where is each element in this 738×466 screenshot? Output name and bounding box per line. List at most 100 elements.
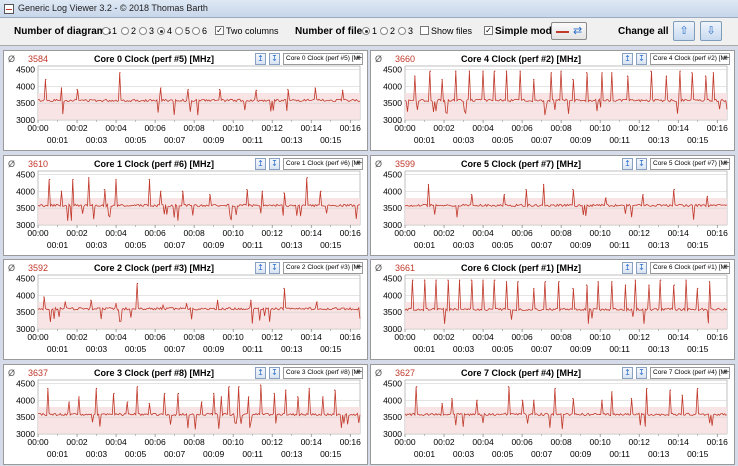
panel-move-up-button[interactable]: ↥	[622, 157, 633, 170]
spike-point	[334, 389, 336, 391]
x-tick-label: 00:02	[433, 332, 455, 342]
spike-point	[494, 279, 496, 281]
panel-move-up-button[interactable]: ↥	[622, 366, 633, 379]
spike-point	[435, 279, 437, 281]
y-tick-label: 4000	[383, 395, 402, 405]
panel-move-up-button[interactable]: ↥	[255, 53, 266, 65]
spike-point	[60, 87, 63, 89]
panel-move-up-button[interactable]: ↥	[255, 366, 266, 379]
sensor-select[interactable]: Core 3 Clock (perf #8) [MHz] ▼	[283, 366, 363, 379]
spike-point	[611, 281, 613, 283]
radio-diagrams-5[interactable]	[175, 27, 183, 35]
radio-diagrams-3[interactable]	[139, 27, 147, 35]
spike-point	[259, 383, 262, 386]
radio-diagrams-4[interactable]	[157, 27, 165, 35]
y-tick-label: 3000	[16, 429, 35, 439]
spike-point	[316, 301, 318, 303]
panel-move-down-button[interactable]: ↧	[269, 53, 280, 65]
sensor-select[interactable]: Core 2 Clock (perf #3) [MHz] ▼	[283, 262, 363, 274]
sensor-select[interactable]: Core 4 Clock (perf #2) [MHz] ▼	[650, 53, 730, 65]
x-minor-tick-label: 00:03	[86, 135, 108, 145]
x-minor-tick-label: 00:11	[242, 135, 263, 145]
spike-point	[560, 70, 562, 72]
simple-mode-label: Simple mode	[495, 26, 558, 37]
x-minor-tick-label: 00:01	[414, 135, 436, 145]
panel-move-down-button[interactable]: ↧	[636, 262, 647, 274]
diagram-panel: Ø 3661 Core 6 Clock (perf #1) [MHz] ↥ ↧ Core …	[370, 259, 735, 360]
x-tick-label: 00:02	[433, 437, 455, 447]
spike-point	[572, 188, 574, 190]
x-minor-tick-label: 00:07	[531, 240, 553, 250]
x-minor-tick-label: 00:03	[86, 240, 108, 250]
panel-move-down-button[interactable]: ↧	[269, 262, 280, 274]
line-color-swap-button[interactable]: ⇄	[551, 22, 587, 40]
sensor-select[interactable]: Core 6 Clock (perf #1) [MHz] ▼	[650, 262, 730, 274]
diagram-panel: Ø 3610 Core 1 Clock (perf #6) [MHz] ↥ ↧ Core …	[3, 154, 368, 256]
sensor-select-value: Core 7 Clock (perf #4) [MHz]	[653, 368, 730, 376]
spike-point	[115, 303, 117, 305]
chevron-down-icon: ▼	[355, 265, 361, 271]
simple-mode-checkbox[interactable]: ✓	[484, 26, 493, 35]
spike-point	[64, 301, 66, 303]
two-columns-checkbox[interactable]: ✓	[215, 26, 224, 35]
radio-diagrams-2-label: 2	[131, 26, 137, 36]
x-tick-label: 00:12	[629, 228, 651, 238]
x-tick-label: 00:10	[223, 123, 245, 133]
spike-point	[72, 178, 74, 180]
spike-point	[601, 399, 603, 401]
x-tick-label: 00:14	[668, 332, 690, 342]
radio-files-1[interactable]	[362, 27, 370, 35]
spike-point	[459, 279, 461, 281]
panel-move-up-button[interactable]: ↥	[255, 157, 266, 170]
arrow-up-icon: ↥	[257, 263, 264, 272]
panel-move-down-button[interactable]: ↧	[636, 157, 647, 170]
arrow-down-icon: ↧	[271, 367, 278, 377]
x-minor-tick-label: 00:03	[453, 135, 475, 145]
panel-move-up-button[interactable]: ↥	[255, 262, 266, 274]
x-tick-label: 00:12	[262, 228, 284, 238]
spike-point	[273, 392, 275, 394]
diagram-panel: Ø 3627 Core 7 Clock (perf #4) [MHz] ↥ ↧ Core …	[370, 363, 735, 465]
spike-point	[427, 183, 430, 185]
panel-move-up-button[interactable]: ↥	[622, 262, 633, 274]
sensor-select[interactable]: Core 0 Clock (perf #5) [MHz] ▼	[283, 53, 363, 65]
radio-diagrams-6[interactable]	[192, 27, 200, 35]
x-tick-label: 00:08	[550, 228, 572, 238]
arrow-down-button[interactable]: ⇩	[700, 21, 722, 41]
x-tick-label: 00:08	[550, 437, 572, 447]
radio-diagrams-5-label: 5	[185, 26, 191, 36]
spike-point	[283, 287, 285, 290]
radio-diagrams-2[interactable]	[121, 27, 129, 35]
spike-point	[691, 72, 693, 74]
line-color-swatch	[556, 31, 569, 33]
show-files-checkbox[interactable]	[420, 26, 429, 35]
diagram-panel: Ø 3660 Core 4 Clock (perf #2) [MHz] ↥ ↧ Core …	[370, 50, 735, 151]
spike-point	[611, 390, 613, 392]
spike-point	[634, 279, 636, 281]
arrow-down-icon: ↧	[638, 54, 645, 63]
panel-move-down-button[interactable]: ↧	[636, 53, 647, 65]
spike-point	[482, 70, 484, 72]
radio-files-3[interactable]	[398, 27, 406, 35]
arrow-up-icon: ↥	[257, 367, 264, 377]
x-tick-label: 00:00	[394, 437, 416, 447]
radio-files-2[interactable]	[380, 27, 388, 35]
sensor-select[interactable]: Core 5 Clock (perf #7) [MHz] ▼	[650, 157, 730, 170]
sensor-select[interactable]: Core 1 Clock (perf #6) [MHz] ▼	[283, 157, 363, 170]
arrow-down-icon: ↧	[638, 263, 645, 272]
arrow-up-button[interactable]: ⇧	[673, 21, 695, 41]
y-tick-label: 3500	[383, 98, 402, 108]
panel-move-down-button[interactable]: ↧	[269, 157, 280, 170]
spike-point	[115, 178, 117, 180]
clock-series-line	[404, 183, 728, 220]
sensor-select[interactable]: Core 7 Clock (perf #4) [MHz] ▼	[650, 366, 730, 379]
panel-move-down-button[interactable]: ↧	[636, 366, 647, 379]
x-minor-tick-label: 00:13	[281, 344, 303, 354]
average-icon: Ø	[375, 263, 383, 273]
radio-diagrams-1[interactable]	[102, 27, 110, 35]
panel-move-up-button[interactable]: ↥	[622, 53, 633, 65]
panel-move-down-button[interactable]: ↧	[269, 366, 280, 379]
